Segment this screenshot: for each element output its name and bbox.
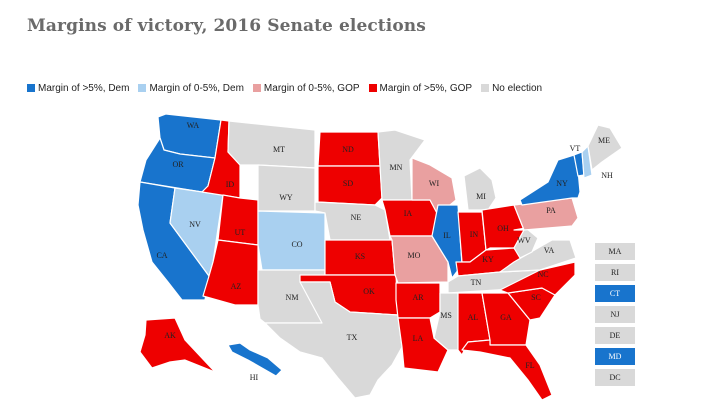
state-label-nm: NM — [286, 293, 299, 302]
state-label-tn: TN — [471, 278, 482, 287]
legend-label: No election — [492, 82, 543, 94]
state-label-az: AZ — [231, 282, 242, 291]
legend-swatch — [368, 84, 377, 92]
small-state-box-dc: DC — [595, 369, 635, 386]
state-label-wa: WA — [187, 121, 200, 130]
state-me — [587, 124, 623, 171]
small-state-box-ct: CT — [595, 285, 635, 302]
state-la — [397, 317, 449, 373]
state-label-nh: NH — [601, 171, 613, 180]
state-label-in: IN — [470, 230, 479, 239]
state-label-mo: MO — [408, 251, 421, 260]
state-label-oh: OH — [497, 224, 509, 233]
state-label-ca: CA — [156, 251, 167, 260]
legend-swatch — [27, 84, 35, 92]
state-label-or: OR — [172, 160, 184, 169]
legend-swatch — [138, 84, 147, 92]
state-ia — [381, 199, 439, 237]
state-label-il: IL — [443, 231, 451, 240]
state-mt — [227, 120, 316, 169]
legend-item-gop-small: Margin of 0-5%, GOP — [252, 82, 360, 94]
state-label-ne: NE — [351, 213, 362, 222]
state-label-nd: ND — [342, 145, 354, 154]
state-il — [431, 204, 463, 279]
small-state-box-ma: MA — [595, 243, 635, 260]
legend-label: Margin of >5%, GOP — [379, 82, 473, 94]
state-label-me: ME — [598, 136, 610, 145]
state-mn — [377, 129, 426, 201]
state-sd — [317, 165, 383, 206]
state-label-wi: WI — [429, 179, 440, 188]
state-nh — [581, 145, 593, 179]
state-ut — [217, 194, 259, 246]
state-label-mt: MT — [273, 145, 285, 154]
state-label-hi: HI — [250, 373, 259, 382]
state-label-ut: UT — [235, 228, 246, 237]
state-label-co: CO — [291, 240, 302, 249]
legend-swatch — [481, 84, 490, 92]
state-wy — [257, 164, 316, 212]
state-label-tx: TX — [347, 333, 358, 342]
state-label-pa: PA — [546, 206, 556, 215]
state-label-fl: FL — [525, 361, 534, 370]
state-label-ms: MS — [440, 311, 452, 320]
legend-item-dem-big: Margin of >5%, Dem — [27, 83, 129, 94]
small-state-box-nj: NJ — [595, 306, 635, 323]
state-label-ny: NY — [556, 179, 568, 188]
state-label-ak: AK — [164, 331, 176, 340]
legend-item-dem-small: Margin of 0-5%, Dem — [138, 82, 244, 94]
state-label-sd: SD — [343, 179, 353, 188]
state-label-mn: MN — [390, 163, 403, 172]
state-label-ia: IA — [404, 209, 413, 218]
legend-item-gop-big: Margin of >5%, GOP — [368, 82, 473, 94]
state-label-nc: NC — [537, 270, 548, 279]
state-label-vt: VT — [570, 144, 581, 153]
legend-label: Margin of 0-5%, GOP — [263, 82, 360, 94]
state-label-la: LA — [413, 334, 424, 343]
state-ak — [139, 317, 216, 373]
state-tx — [264, 281, 403, 399]
state-label-id: ID — [226, 180, 235, 189]
state-label-al: AL — [468, 313, 479, 322]
state-ny — [519, 154, 581, 206]
state-label-mi: MI — [476, 192, 486, 201]
state-label-ar: AR — [412, 293, 424, 302]
state-label-va: VA — [544, 246, 555, 255]
state-mi — [463, 167, 497, 211]
state-label-ok: OK — [363, 287, 375, 296]
state-label-ky: KY — [482, 255, 494, 264]
state-az — [202, 239, 259, 306]
state-label-ks: KS — [355, 252, 365, 261]
state-label-wy: WY — [279, 193, 293, 202]
small-state-box-md: MD — [595, 348, 635, 365]
legend-label: Margin of >5%, Dem — [38, 82, 130, 94]
state-label-wv: WV — [517, 236, 531, 245]
chart-title: Margins of victory, 2016 Senate election… — [27, 16, 426, 36]
legend-item-none: No election — [481, 83, 542, 94]
state-hi — [227, 342, 283, 377]
small-state-box-ri: RI — [595, 264, 635, 281]
state-label-ga: GA — [500, 313, 512, 322]
legend-swatch — [252, 84, 261, 92]
small-state-box-de: DE — [595, 327, 635, 344]
legend-label: Margin of 0-5%, Dem — [149, 82, 244, 94]
legend: Margin of >5%, Dem Margin of 0-5%, Dem Mar… — [27, 81, 551, 95]
state-label-sc: SC — [531, 293, 541, 302]
state-fl — [461, 339, 553, 401]
state-va — [499, 239, 577, 273]
state-label-nv: NV — [189, 220, 201, 229]
